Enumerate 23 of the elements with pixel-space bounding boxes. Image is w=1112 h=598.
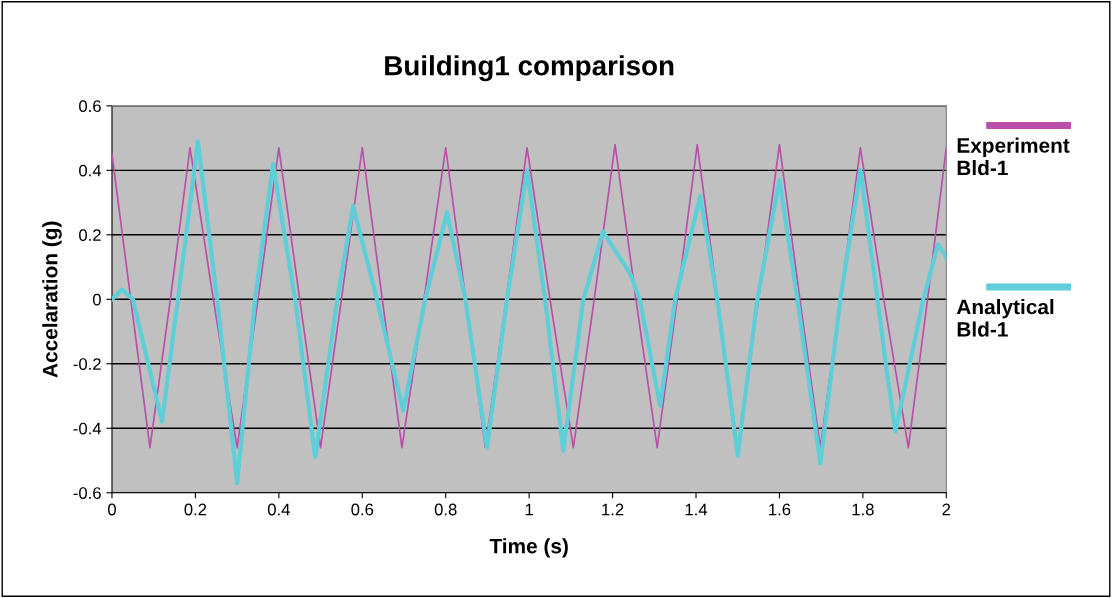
y-axis-title: Accelaration (g) [42,221,62,378]
y-tick-label: 0.4 [79,164,102,177]
y-tick-label: -0.4 [73,422,102,435]
y-tick-label: -0.2 [73,358,101,370]
x-tick-label: 2 [942,503,951,516]
y-tick-label: 0.6 [79,100,101,113]
x-tick-label: 1 [525,503,533,516]
x-tick-label: 0.4 [267,503,290,516]
legend-label: Analytical Bld-1 [956,299,1054,337]
x-tick-label: 0.2 [184,503,207,516]
x-tick-label: 0.6 [351,503,374,516]
y-tick-label: -0.6 [73,487,101,499]
x-tick-label: 1.8 [852,503,874,516]
legend-label: Experiment Bld-1 [957,137,1070,176]
x-tick-label: 1.6 [769,503,791,516]
x-tick-label: 1.2 [602,503,624,516]
x-tick-label: 0.8 [434,503,457,516]
chart-title: Building1 comparison [385,55,674,82]
y-tick-label: 0 [92,293,101,306]
x-axis-title: Time (s) [489,538,568,558]
x-tick-label: 0 [108,503,116,516]
x-tick-label: 1.4 [685,503,708,516]
y-tick-label: 0.2 [79,229,101,242]
